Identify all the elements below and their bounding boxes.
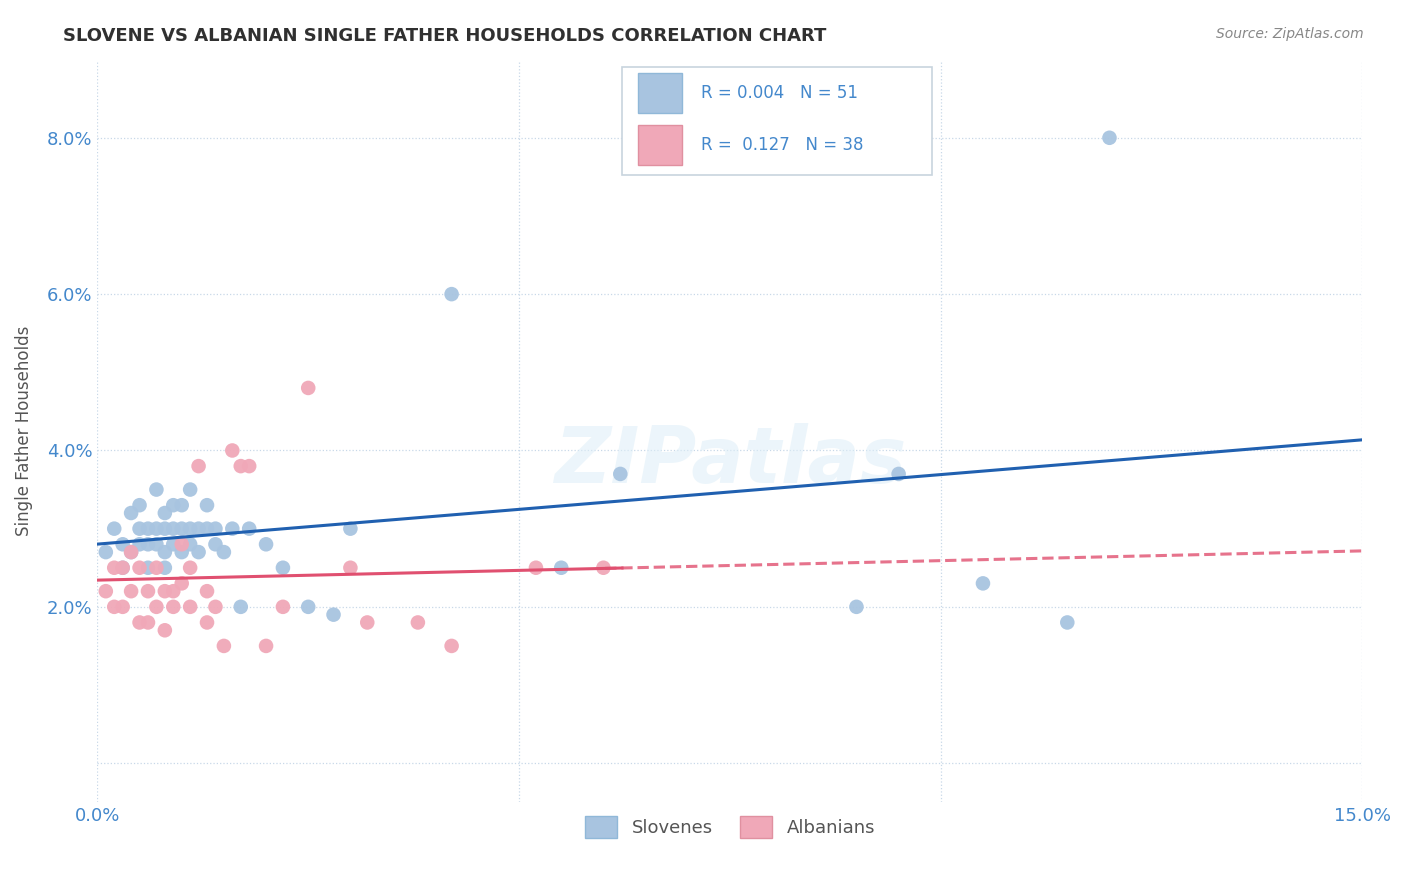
Text: ZIPatlas: ZIPatlas bbox=[554, 423, 905, 499]
Point bbox=[94, 545, 117, 559]
Point bbox=[162, 584, 184, 599]
Point bbox=[339, 522, 361, 536]
Text: Source: ZipAtlas.com: Source: ZipAtlas.com bbox=[1216, 27, 1364, 41]
Point bbox=[609, 467, 631, 481]
Point bbox=[221, 522, 243, 536]
Point bbox=[128, 498, 150, 512]
Point bbox=[592, 560, 614, 574]
Point bbox=[1056, 615, 1078, 630]
Point bbox=[1098, 130, 1121, 145]
Point bbox=[440, 639, 463, 653]
Point bbox=[297, 381, 319, 395]
Point bbox=[136, 560, 159, 574]
Point bbox=[179, 537, 201, 551]
Point bbox=[103, 599, 125, 614]
Point bbox=[145, 483, 167, 497]
Point bbox=[111, 560, 134, 574]
Point bbox=[195, 522, 218, 536]
Point bbox=[111, 599, 134, 614]
Point bbox=[162, 498, 184, 512]
Point bbox=[887, 467, 910, 481]
Point bbox=[356, 615, 378, 630]
Point bbox=[103, 522, 125, 536]
Point bbox=[229, 599, 252, 614]
Point bbox=[162, 599, 184, 614]
Point bbox=[195, 584, 218, 599]
Point bbox=[524, 560, 547, 574]
Point bbox=[162, 537, 184, 551]
Point bbox=[212, 545, 235, 559]
Point bbox=[229, 459, 252, 474]
Legend: Slovenes, Albanians: Slovenes, Albanians bbox=[578, 809, 883, 846]
Point bbox=[297, 599, 319, 614]
Point bbox=[120, 545, 142, 559]
Point bbox=[153, 584, 176, 599]
Bar bbox=[637, 125, 682, 165]
Point bbox=[120, 584, 142, 599]
Point bbox=[153, 560, 176, 574]
Point bbox=[162, 522, 184, 536]
Point bbox=[153, 522, 176, 536]
Point bbox=[128, 560, 150, 574]
Point bbox=[111, 560, 134, 574]
Text: SLOVENE VS ALBANIAN SINGLE FATHER HOUSEHOLDS CORRELATION CHART: SLOVENE VS ALBANIAN SINGLE FATHER HOUSEH… bbox=[63, 27, 827, 45]
Point bbox=[406, 615, 429, 630]
Point bbox=[170, 576, 193, 591]
Point bbox=[254, 537, 277, 551]
Point bbox=[94, 584, 117, 599]
Point bbox=[145, 522, 167, 536]
Point bbox=[170, 522, 193, 536]
Point bbox=[195, 615, 218, 630]
Point bbox=[271, 599, 294, 614]
Point bbox=[136, 615, 159, 630]
Point bbox=[153, 506, 176, 520]
Point bbox=[128, 615, 150, 630]
Point bbox=[212, 639, 235, 653]
Text: R = 0.004   N = 51: R = 0.004 N = 51 bbox=[700, 84, 858, 102]
Point bbox=[221, 443, 243, 458]
Point bbox=[238, 459, 260, 474]
Point bbox=[128, 522, 150, 536]
Point bbox=[204, 537, 226, 551]
Point bbox=[170, 537, 193, 551]
Point bbox=[550, 560, 572, 574]
Point bbox=[204, 522, 226, 536]
Point bbox=[136, 584, 159, 599]
Point bbox=[179, 560, 201, 574]
Point bbox=[120, 506, 142, 520]
Point bbox=[187, 545, 209, 559]
Point bbox=[204, 599, 226, 614]
Point bbox=[187, 522, 209, 536]
Y-axis label: Single Father Households: Single Father Households bbox=[15, 326, 32, 536]
Point bbox=[271, 560, 294, 574]
Point bbox=[179, 483, 201, 497]
Text: R =  0.127   N = 38: R = 0.127 N = 38 bbox=[700, 136, 863, 154]
Point bbox=[170, 545, 193, 559]
Point bbox=[179, 522, 201, 536]
Point bbox=[103, 560, 125, 574]
Point bbox=[153, 545, 176, 559]
Point bbox=[972, 576, 994, 591]
Point bbox=[153, 624, 176, 638]
Bar bbox=[637, 72, 682, 113]
Point bbox=[136, 537, 159, 551]
FancyBboxPatch shape bbox=[623, 67, 932, 175]
Point bbox=[238, 522, 260, 536]
Point bbox=[136, 522, 159, 536]
Point bbox=[145, 599, 167, 614]
Point bbox=[187, 459, 209, 474]
Point bbox=[120, 545, 142, 559]
Point bbox=[145, 537, 167, 551]
Point bbox=[111, 537, 134, 551]
Point bbox=[254, 639, 277, 653]
Point bbox=[128, 537, 150, 551]
Point bbox=[195, 498, 218, 512]
Point bbox=[322, 607, 344, 622]
Point bbox=[170, 498, 193, 512]
Point bbox=[845, 599, 868, 614]
Point bbox=[145, 560, 167, 574]
Point bbox=[440, 287, 463, 301]
Point bbox=[179, 599, 201, 614]
Point bbox=[339, 560, 361, 574]
